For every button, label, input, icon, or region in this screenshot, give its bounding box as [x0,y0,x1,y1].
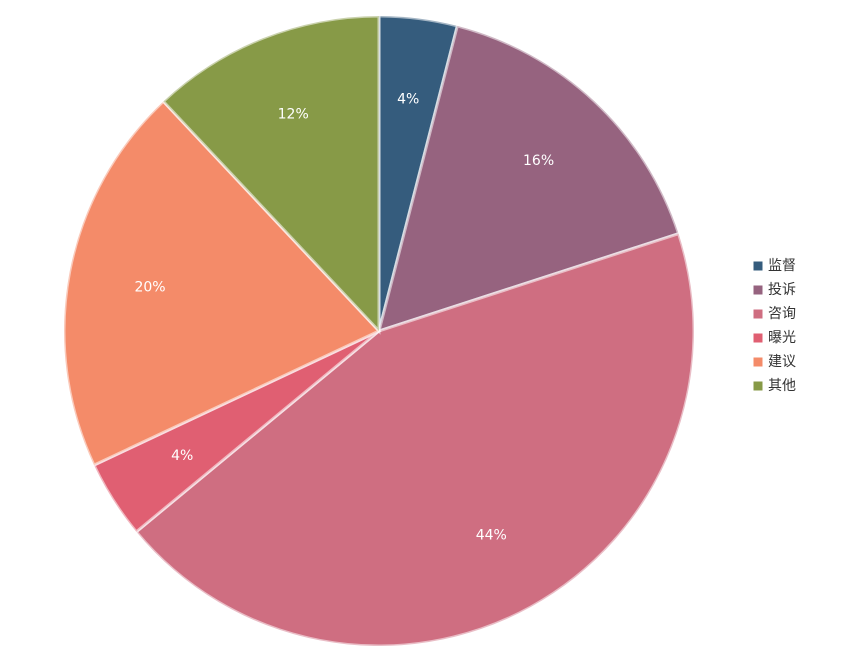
legend-item-6[interactable]: 其他 [752,378,796,394]
legend-label-1: 监督 [768,258,796,274]
slice-label-6: 12% [278,106,309,122]
legend-item-2[interactable]: 投诉 [752,282,796,298]
legend-item-1[interactable]: 监督 [752,258,796,274]
pie-slice-2[interactable] [376,24,681,334]
slice-labels: 4% 16% 44% 4% 20% 12% [134,92,554,544]
slice-label-3: 44% [476,527,507,543]
legend-swatch-4 [752,332,764,344]
pie-slice-3[interactable] [134,231,696,648]
pie-slice-6[interactable] [161,14,381,335]
legend-label-3: 咨询 [768,306,796,322]
pie-slice-5[interactable] [62,99,382,468]
legend-swatch-5 [752,356,764,368]
legend-label-2: 投诉 [768,282,796,298]
pie-slices [62,14,696,648]
slice-label-5: 20% [134,279,165,295]
legend-swatch-2 [752,284,764,296]
slice-label-1: 4% [397,92,419,108]
legend-swatch-3 [752,308,764,320]
slice-label-2: 16% [523,153,554,169]
legend-swatch-1 [752,260,764,272]
legend-swatch-6 [752,380,764,392]
slice-label-4: 4% [171,448,193,464]
legend-item-5[interactable]: 建议 [752,354,796,370]
legend-label-6: 其他 [768,378,796,394]
legend-item-4[interactable]: 曝光 [752,330,796,346]
legend-item-3[interactable]: 咨询 [752,306,796,322]
legend-label-5: 建议 [768,354,796,370]
legend-label-4: 曝光 [768,330,796,346]
